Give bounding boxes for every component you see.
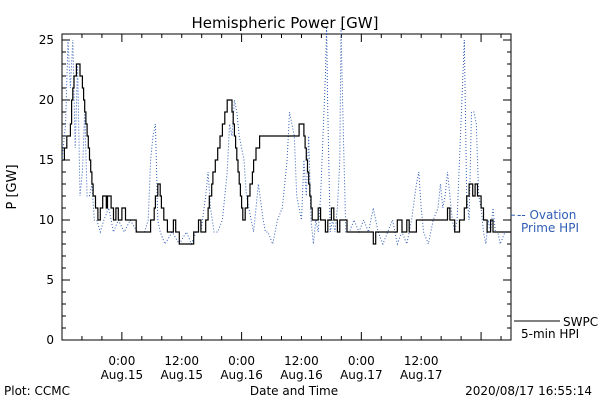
x-axis-label: Date and Time [250,384,338,398]
y-tick-label: 10 [39,213,54,227]
series-layer [61,27,515,246]
y-tick-label: 20 [39,93,54,107]
y-tick-label: 25 [39,33,54,47]
x-tick-label-date: Aug.15 [101,368,144,382]
x-tick-label-date: Aug.15 [160,368,203,382]
legend-swpc-line2: 5-min HPI [521,327,579,341]
plot-credit: Plot: CCMC [4,384,70,398]
x-tick-label-time: 0:00 [348,354,375,368]
x-tick-label-date: Aug.16 [220,368,263,382]
x-axis-ticks: 0:00Aug.1512:00Aug.150:00Aug.1612:00Aug.… [61,34,502,382]
x-tick-label-time: 12:00 [404,354,439,368]
x-tick-label-date: Aug.17 [400,368,443,382]
x-tick-label-time: 0:00 [108,354,135,368]
x-tick-label-time: 0:00 [228,354,255,368]
y-axis-ticks: 0 5 10 15 20 25 [39,33,511,347]
chart-title: Hemispheric Power [GW] [192,14,379,32]
legend-ovation: -- Ovation Prime HPI [517,208,579,235]
legend-swpc: SWPC 5-min HPI [514,315,598,341]
plot-frame [61,33,512,341]
y-tick-label: 15 [39,153,54,167]
legend-ovation-line1: -- Ovation [517,208,576,222]
x-tick-label-time: 12:00 [164,354,199,368]
plot-timestamp: 2020/08/17 16:55:14 [465,384,592,398]
y-tick-label: 5 [46,273,54,287]
x-tick-label-time: 12:00 [284,354,319,368]
legend-ovation-line2: Prime HPI [521,221,579,235]
x-tick-label-date: Aug.16 [280,368,323,382]
legend-swpc-line1: SWPC [563,315,598,329]
x-tick-label-date: Aug.17 [340,368,383,382]
series-swpc-line [62,63,511,245]
y-tick-label: 0 [46,333,54,347]
y-axis-label: P [GW] [5,164,20,209]
